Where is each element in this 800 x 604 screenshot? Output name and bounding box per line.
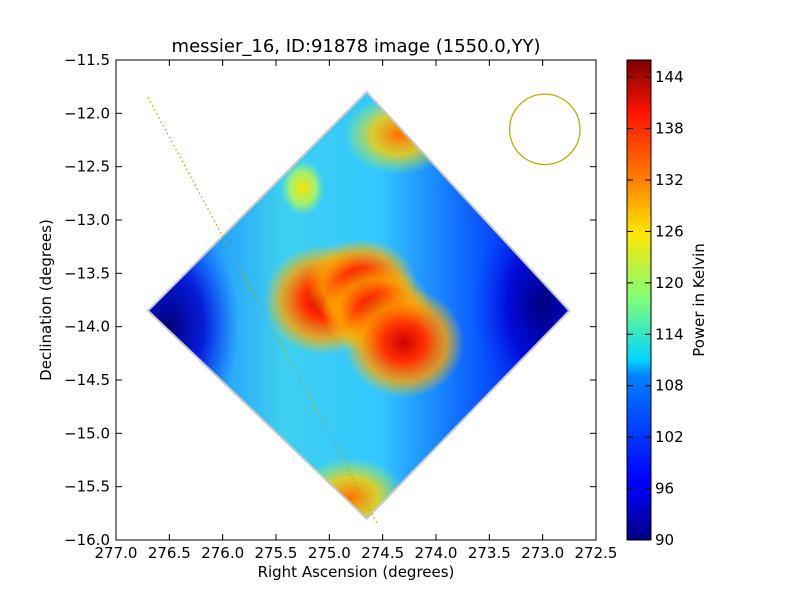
x-tick-label: 273.0 xyxy=(521,544,564,562)
x-tick-label: 277.0 xyxy=(95,544,138,562)
y-tick-label: −14.0 xyxy=(64,318,110,336)
colorbar-label: Power in Kelvin xyxy=(690,243,708,357)
colorbar-tick-label: 108 xyxy=(655,377,684,395)
colorbar-tick-label: 144 xyxy=(655,68,684,86)
image-footprint-outline xyxy=(146,90,571,521)
x-tick-label: 272.5 xyxy=(575,544,618,562)
colorbar-tick-label: 90 xyxy=(655,531,674,549)
colorbar-tick-label: 126 xyxy=(655,222,684,240)
y-tick-label: −16.0 xyxy=(64,531,110,549)
x-tick-label: 274.5 xyxy=(361,544,404,562)
colorbar-axis: 90 96 102 108 114 120 126 132 138 144 xyxy=(627,68,684,549)
colorbar-tick-label: 138 xyxy=(655,120,684,138)
chart-title: messier_16, ID:91878 image (1550.0,YY) xyxy=(172,36,541,57)
y-tick-label: −15.0 xyxy=(64,424,110,442)
heatmap-feature xyxy=(280,160,325,216)
colorbar-tick-label: 114 xyxy=(655,325,684,343)
x-axis-label: Right Ascension (degrees) xyxy=(258,563,455,581)
x-tick-label: 276.0 xyxy=(201,544,244,562)
x-tick-label: 273.5 xyxy=(468,544,511,562)
heatmap-feature xyxy=(472,195,570,416)
x-axis: 277.0 276.5 276.0 275.5 275.0 274.5 274.0 273.5… xyxy=(95,60,618,562)
y-tick-label: −14.5 xyxy=(64,371,110,389)
y-axis-label: Declination (degrees) xyxy=(37,219,55,381)
axes-frame xyxy=(115,59,597,541)
y-tick-label: −13.5 xyxy=(64,264,110,282)
y-axis: −11.5 −12.0 −12.5 −13.0 −13.5 −14.0 −14.5 −15.0… xyxy=(64,51,596,549)
y-tick-label: −11.5 xyxy=(64,51,110,69)
colorbar-tick-label: 96 xyxy=(655,480,674,498)
x-tick-label: 276.5 xyxy=(148,544,191,562)
x-tick-label: 275.0 xyxy=(308,544,351,562)
colorbar-tick-label: 132 xyxy=(655,171,684,189)
colorbar-tick-label: 120 xyxy=(655,274,684,292)
colorbar xyxy=(626,59,652,541)
x-tick-label: 274.0 xyxy=(415,544,458,562)
y-tick-label: −12.0 xyxy=(64,104,110,122)
y-tick-label: −15.5 xyxy=(64,478,110,496)
y-tick-label: −12.5 xyxy=(64,158,110,176)
heatmap-feature xyxy=(344,287,464,398)
y-tick-label: −13.0 xyxy=(64,211,110,229)
x-tick-label: 275.5 xyxy=(255,544,298,562)
colorbar-tick-label: 102 xyxy=(655,428,684,446)
beam-circle xyxy=(508,93,581,166)
